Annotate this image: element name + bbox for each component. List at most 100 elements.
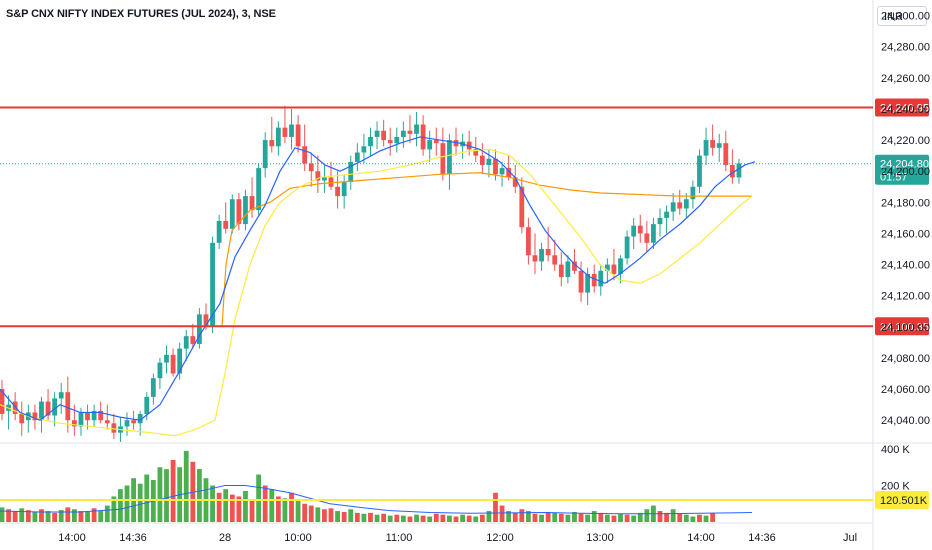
- volume-bar: [420, 515, 426, 522]
- candle-body: [45, 401, 51, 416]
- candle-body: [453, 140, 459, 147]
- volume-bar: [52, 512, 58, 522]
- candle-body: [322, 177, 327, 181]
- time-label: 10:00: [284, 532, 312, 544]
- candle-body: [381, 130, 387, 141]
- candle-body: [150, 378, 156, 397]
- time-label: 12:00: [486, 532, 514, 544]
- volume-bar: [262, 485, 268, 522]
- candle-body: [604, 264, 610, 271]
- volume-bar: [400, 515, 406, 522]
- time-label: 13:00: [586, 532, 614, 544]
- candle-body: [262, 140, 268, 169]
- volume-bar: [164, 469, 169, 522]
- volume-bar: [611, 515, 617, 522]
- candle-body: [124, 420, 130, 427]
- volume-bar: [407, 516, 413, 522]
- candle-body: [651, 224, 656, 243]
- price-tick-label: 24,060.00: [881, 384, 930, 396]
- candle-body: [710, 140, 716, 148]
- candle-body: [664, 211, 669, 218]
- currency-button[interactable]: INR: [877, 6, 927, 26]
- volume-bar: [335, 511, 340, 522]
- volume-bar: [249, 500, 255, 522]
- volume-bar: [322, 509, 327, 522]
- candle-body: [354, 152, 360, 162]
- volume-bar: [374, 514, 380, 522]
- candle-body: [210, 242, 215, 327]
- candle-body: [157, 362, 163, 379]
- candle-body: [598, 270, 604, 287]
- volume-bar: [85, 511, 90, 522]
- candle-body: [552, 255, 558, 265]
- candle-body: [657, 217, 663, 225]
- candle-body: [78, 412, 84, 427]
- candle-body: [677, 202, 683, 209]
- candle-body: [394, 136, 400, 144]
- price-tick-label: 24,180.00: [881, 197, 930, 209]
- volume-bar: [539, 514, 544, 522]
- volume-bar: [572, 511, 577, 522]
- volume-bar: [473, 516, 479, 522]
- candle-body: [729, 164, 735, 178]
- candle-body: [683, 199, 689, 209]
- volume-bar: [447, 515, 452, 522]
- volume-tick-label: 400 K: [881, 444, 910, 456]
- candle-body: [256, 168, 262, 211]
- candle-body: [690, 186, 696, 200]
- volume-bar: [308, 505, 314, 522]
- volume-bar: [703, 515, 709, 522]
- volume-bar: [394, 514, 400, 522]
- volume-bar: [104, 505, 110, 522]
- volume-bar: [526, 511, 531, 522]
- volume-bar: [414, 514, 419, 522]
- volume-bar: [328, 508, 334, 522]
- candle-body: [190, 336, 196, 344]
- resistance-tag: [875, 98, 929, 117]
- volume-bar: [137, 483, 143, 522]
- volume-bar: [361, 513, 367, 522]
- candle-body: [315, 171, 321, 181]
- volume-bar: [710, 512, 716, 522]
- candle-body: [197, 314, 202, 344]
- volume-bar: [295, 500, 301, 522]
- volume-bar: [545, 511, 551, 522]
- time-label: Jul: [843, 532, 857, 544]
- volume-bar: [637, 512, 643, 522]
- volume-bar: [32, 511, 38, 522]
- volume-bars: [0, 450, 716, 522]
- candle-body: [58, 392, 64, 399]
- volume-bar: [58, 510, 64, 522]
- candle-body: [447, 140, 452, 175]
- candle-body: [736, 163, 742, 178]
- volume-bar: [664, 512, 669, 522]
- candle-body: [32, 412, 38, 421]
- volume-bar: [124, 485, 130, 522]
- candle-body: [506, 168, 512, 178]
- resistance-label: 24,240.95: [880, 102, 929, 114]
- time-label: 14:36: [119, 532, 147, 544]
- volume-bar: [12, 511, 18, 522]
- candle-body: [137, 413, 143, 424]
- candle-body: [177, 348, 183, 374]
- time-label: 28: [219, 532, 231, 544]
- candle-body: [164, 354, 169, 363]
- time-label: 14:36: [748, 532, 776, 544]
- volume-bar: [6, 509, 11, 522]
- volume-bar: [552, 512, 558, 522]
- volume-bar: [381, 513, 387, 522]
- last-price-tag: [875, 154, 929, 185]
- volume-bar: [519, 509, 525, 522]
- candle-body: [348, 161, 354, 183]
- candle-body: [670, 202, 676, 212]
- volume-bar: [78, 511, 84, 522]
- last-price-label: 24,204.80: [880, 159, 929, 171]
- volume-bar: [433, 513, 439, 522]
- volume-bar: [697, 514, 702, 522]
- candle-body: [440, 143, 446, 175]
- volume-bar: [197, 469, 202, 522]
- volume-bar: [243, 490, 248, 522]
- volume-level-tag: [875, 491, 929, 510]
- candle-body: [39, 401, 44, 421]
